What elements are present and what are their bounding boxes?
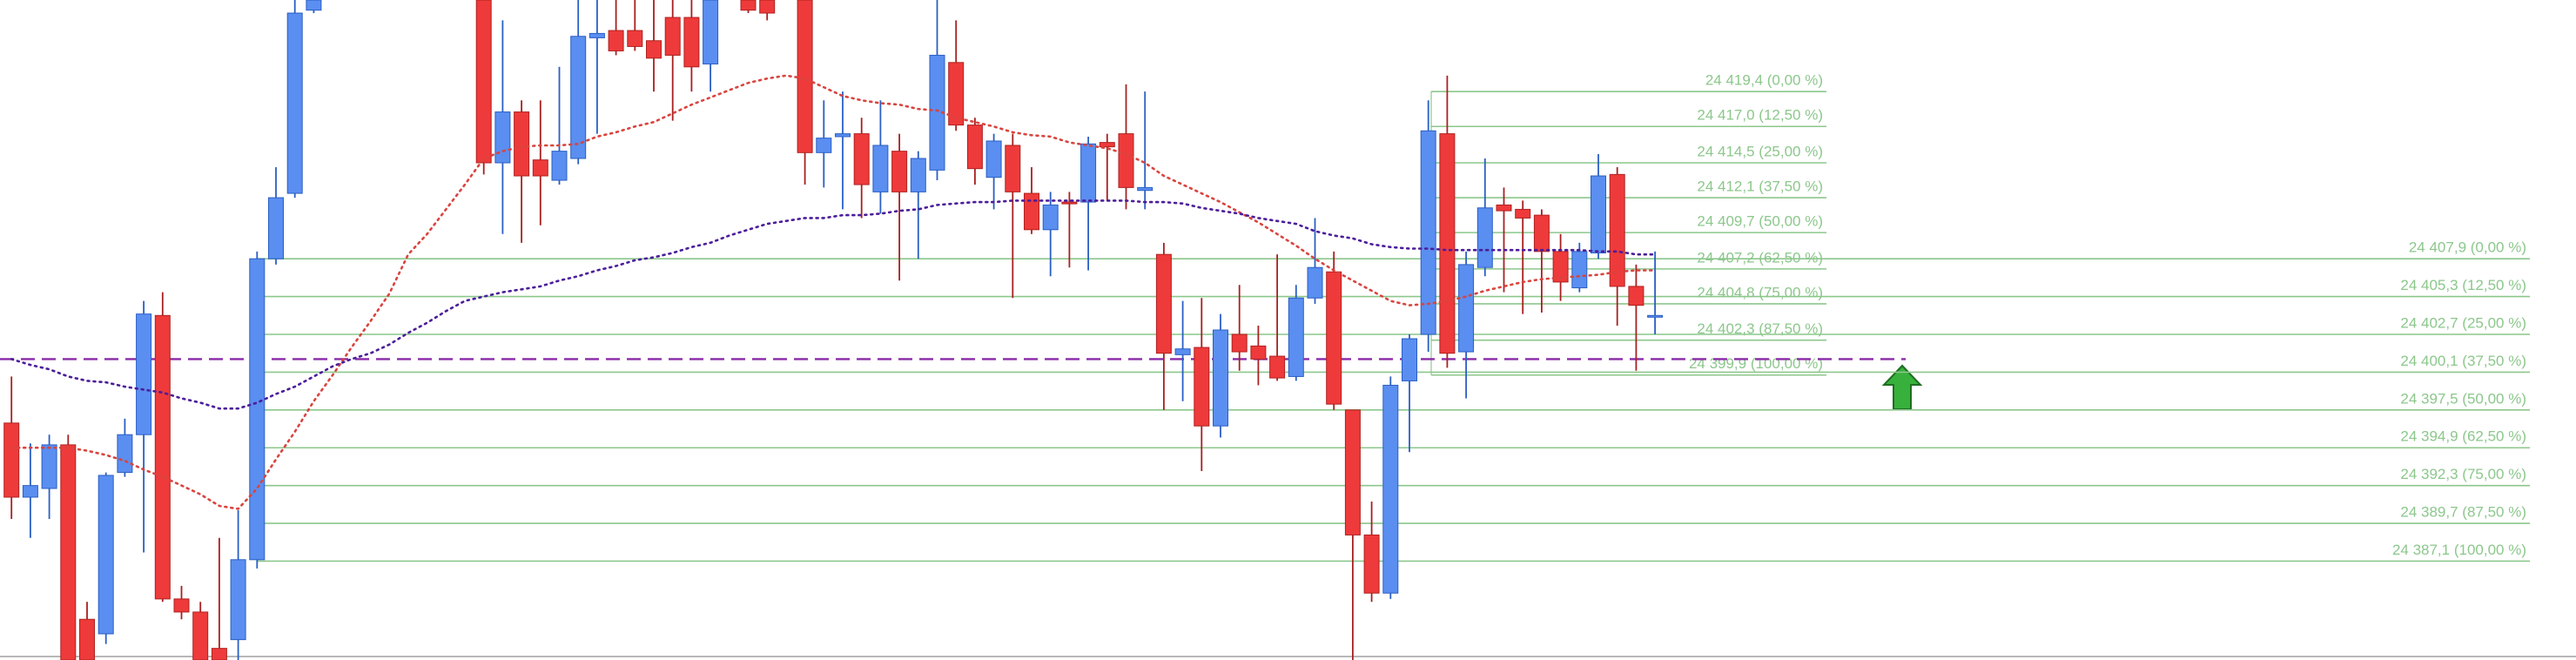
candle-body — [1344, 409, 1361, 535]
candle-body — [154, 314, 171, 600]
candle-body — [1118, 133, 1134, 188]
candle-body — [1307, 266, 1323, 299]
indicator-line — [10, 74, 1657, 510]
candle-body — [98, 475, 114, 635]
candle-body — [1099, 142, 1115, 148]
candle-body — [1402, 338, 1417, 381]
candle-body — [740, 0, 757, 11]
fib-label: 24 392,3 (75,00 %) — [2400, 466, 2526, 482]
fib-label: 24 394,9 (62,50 %) — [2400, 428, 2526, 445]
candle-body — [117, 434, 133, 474]
candle-body — [608, 30, 624, 51]
candle-body — [703, 0, 719, 64]
fib-label: 24 407,2 (62,50 %) — [1697, 249, 1823, 266]
candle-body — [1288, 297, 1304, 377]
candle-body — [306, 0, 322, 11]
candle-body — [551, 151, 568, 181]
candle-body — [532, 159, 548, 177]
candle-body — [1250, 345, 1267, 360]
fib-label: 24 402,3 (87,50 %) — [1697, 320, 1823, 337]
candle-body — [1194, 347, 1210, 427]
candle-body — [589, 32, 605, 38]
candle-body — [1496, 204, 1512, 212]
candle-body — [494, 111, 511, 164]
candle-body — [646, 40, 662, 59]
candle-body — [1269, 355, 1286, 379]
candle-body — [41, 444, 57, 489]
candle-body — [872, 145, 889, 192]
candle-body — [1042, 204, 1059, 231]
candle-body — [627, 30, 643, 47]
candle-body — [1609, 173, 1625, 287]
candle-body — [268, 197, 284, 259]
candle-body — [948, 62, 965, 126]
fib-label: 24 414,5 (25,00 %) — [1697, 143, 1823, 159]
candle-body — [664, 17, 681, 56]
fib-label: 24 397,5 (50,00 %) — [2400, 390, 2526, 407]
candle-body — [966, 125, 983, 170]
candle-body — [249, 258, 266, 561]
candle-body — [759, 0, 776, 14]
fib-label: 24 389,7 (87,50 %) — [2400, 504, 2526, 521]
candle-body — [475, 0, 492, 164]
candle-body — [910, 158, 926, 192]
signal-arrow — [1881, 364, 1923, 410]
fib-label: 24 387,1 (100,00 %) — [2392, 542, 2526, 558]
candle-body — [60, 444, 77, 660]
candle-body — [3, 422, 20, 498]
candle-body — [1420, 130, 1436, 335]
candle-body — [1458, 264, 1475, 353]
candle-body — [1024, 192, 1039, 231]
candle-body — [1647, 314, 1664, 318]
candle-body — [1571, 251, 1588, 289]
candle-body — [1213, 329, 1228, 427]
candle-body — [1155, 253, 1172, 354]
candle-body — [286, 12, 303, 194]
candle-body — [1439, 133, 1456, 354]
candle-body — [1231, 333, 1248, 353]
fib-label: 24 404,8 (75,00 %) — [1697, 284, 1823, 300]
fib-label: 24 399,9 (100,00 %) — [1689, 355, 1823, 372]
candle-body — [1382, 384, 1399, 594]
candle-body — [1005, 145, 1021, 192]
fib-label: 24 407,9 (0,00 %) — [2409, 239, 2526, 256]
candle-body — [136, 313, 152, 435]
candle-body — [891, 151, 908, 192]
candle-body — [1552, 251, 1569, 283]
candle-body — [1628, 286, 1644, 306]
candle-body — [570, 36, 587, 159]
candle-body — [1061, 201, 1078, 205]
fib-label: 24 405,3 (12,50 %) — [2400, 277, 2526, 293]
candle-body — [683, 17, 700, 68]
candle-body — [1476, 207, 1493, 268]
fib-label: 24 409,7 (50,00 %) — [1697, 213, 1823, 230]
fib-label: 24 419,4 (0,00 %) — [1705, 72, 1823, 89]
candle-body — [211, 648, 227, 660]
candle-body — [79, 618, 95, 660]
candle-body — [230, 559, 246, 641]
candle-body — [1080, 143, 1097, 203]
fib-label: 24 417,0 (12,50 %) — [1697, 107, 1823, 124]
candle-body — [1174, 348, 1191, 355]
candle-body — [835, 133, 851, 138]
candle-body — [797, 0, 813, 153]
candle-body — [192, 611, 209, 660]
candle-body — [985, 140, 1002, 178]
candle-body — [514, 111, 530, 177]
candle-body — [22, 485, 38, 498]
candle-body — [1533, 214, 1550, 253]
candle-body — [1326, 271, 1342, 405]
fib-label: 24 402,7 (25,00 %) — [2400, 314, 2526, 331]
candle-body — [853, 133, 870, 185]
fib-label: 24 412,1 (37,50 %) — [1697, 178, 1823, 195]
candle-body — [173, 598, 190, 613]
fib-label: 24 400,1 (37,50 %) — [2400, 353, 2526, 369]
candle-body — [1137, 186, 1153, 192]
candle-body — [1363, 534, 1380, 594]
candle-body — [1515, 208, 1531, 219]
candle-body — [816, 138, 832, 153]
candle-body — [1591, 175, 1606, 254]
